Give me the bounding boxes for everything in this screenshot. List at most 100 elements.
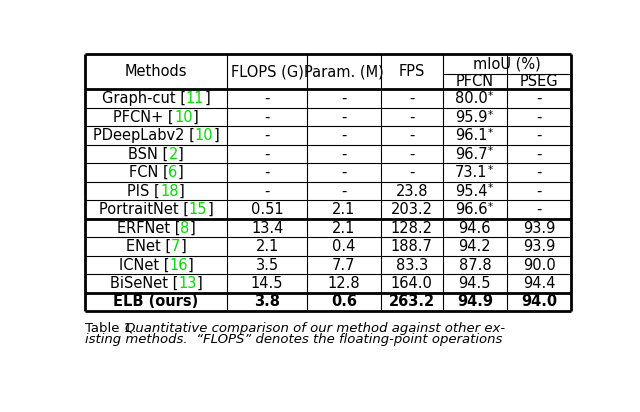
Text: FCN [: FCN [ xyxy=(129,165,168,180)
Text: BSN [: BSN [ xyxy=(128,147,168,162)
Text: 203.2: 203.2 xyxy=(390,202,433,217)
Text: -: - xyxy=(536,184,542,199)
Text: -: - xyxy=(341,165,347,180)
Text: 0.51: 0.51 xyxy=(251,202,284,217)
Text: FPS: FPS xyxy=(399,64,425,79)
Text: 10: 10 xyxy=(174,110,193,125)
Text: ]: ] xyxy=(204,91,210,106)
Text: ]: ] xyxy=(207,202,213,217)
Text: -: - xyxy=(341,128,347,143)
Text: 7.7: 7.7 xyxy=(332,258,356,273)
Text: 23.8: 23.8 xyxy=(396,184,428,199)
Text: ]: ] xyxy=(196,276,202,291)
Text: 2.1: 2.1 xyxy=(255,239,279,254)
Text: *: * xyxy=(488,91,493,101)
Text: 16: 16 xyxy=(169,258,188,273)
Text: ]: ] xyxy=(193,110,198,125)
Text: 93.9: 93.9 xyxy=(523,220,556,236)
Text: -: - xyxy=(341,91,347,106)
Text: *: * xyxy=(488,183,493,193)
Text: ]: ] xyxy=(213,128,219,143)
Text: ]: ] xyxy=(179,184,184,199)
Text: 0.4: 0.4 xyxy=(332,239,356,254)
Text: -: - xyxy=(264,128,270,143)
Text: Param. (M): Param. (M) xyxy=(304,64,384,79)
Text: 94.9: 94.9 xyxy=(457,295,493,309)
Text: PFCN+ [: PFCN+ [ xyxy=(113,110,174,125)
Text: 80.0: 80.0 xyxy=(455,91,488,106)
Text: PIS [: PIS [ xyxy=(127,184,160,199)
Text: Table 1.: Table 1. xyxy=(84,322,136,335)
Text: 18: 18 xyxy=(160,184,179,199)
Text: -: - xyxy=(536,110,542,125)
Text: 3.8: 3.8 xyxy=(254,295,280,309)
Text: PortraitNet [: PortraitNet [ xyxy=(99,202,189,217)
Text: mIoU (%): mIoU (%) xyxy=(473,56,541,72)
Text: 2.1: 2.1 xyxy=(332,202,356,217)
Text: -: - xyxy=(409,110,414,125)
Text: 94.0: 94.0 xyxy=(521,295,557,309)
Text: 7: 7 xyxy=(171,239,180,254)
Text: -: - xyxy=(536,128,542,143)
Text: 2: 2 xyxy=(168,147,178,162)
Text: 13: 13 xyxy=(178,276,196,291)
Text: ]: ] xyxy=(188,258,193,273)
Text: ]: ] xyxy=(177,165,183,180)
Text: 96.6: 96.6 xyxy=(455,202,488,217)
Text: 87.8: 87.8 xyxy=(458,258,491,273)
Text: 93.9: 93.9 xyxy=(523,239,556,254)
Text: 94.2: 94.2 xyxy=(458,239,491,254)
Text: 14.5: 14.5 xyxy=(251,276,284,291)
Text: 94.4: 94.4 xyxy=(523,276,556,291)
Text: 128.2: 128.2 xyxy=(390,220,433,236)
Text: *: * xyxy=(488,202,493,212)
Text: -: - xyxy=(536,202,542,217)
Text: 164.0: 164.0 xyxy=(391,276,433,291)
Text: *: * xyxy=(488,146,493,157)
Text: FLOPS (G): FLOPS (G) xyxy=(231,64,303,79)
Text: ENet [: ENet [ xyxy=(126,239,171,254)
Text: -: - xyxy=(409,165,414,180)
Text: -: - xyxy=(264,165,270,180)
Text: ERFNet [: ERFNet [ xyxy=(116,220,180,236)
Text: Methods: Methods xyxy=(125,64,187,79)
Text: -: - xyxy=(409,147,414,162)
Text: 15: 15 xyxy=(189,202,207,217)
Text: Graph-cut [: Graph-cut [ xyxy=(102,91,186,106)
Text: ICNet [: ICNet [ xyxy=(118,258,169,273)
Text: -: - xyxy=(536,147,542,162)
Text: 73.1: 73.1 xyxy=(455,165,488,180)
Text: 2.1: 2.1 xyxy=(332,220,356,236)
Text: -: - xyxy=(409,91,414,106)
Text: Quantitative comparison of our method against other ex-: Quantitative comparison of our method ag… xyxy=(125,322,505,335)
Text: PDeepLabv2 [: PDeepLabv2 [ xyxy=(93,128,195,143)
Text: 6: 6 xyxy=(168,165,177,180)
Text: -: - xyxy=(264,110,270,125)
Text: 83.3: 83.3 xyxy=(396,258,428,273)
Text: 10: 10 xyxy=(195,128,213,143)
Text: 0.6: 0.6 xyxy=(331,295,357,309)
Text: 12.8: 12.8 xyxy=(328,276,360,291)
Text: 94.6: 94.6 xyxy=(459,220,491,236)
Text: 96.7: 96.7 xyxy=(455,147,488,162)
Text: 8: 8 xyxy=(180,220,189,236)
Text: ]: ] xyxy=(178,147,184,162)
Text: *: * xyxy=(488,165,493,175)
Text: ]: ] xyxy=(180,239,186,254)
Text: BiSeNet [: BiSeNet [ xyxy=(109,276,178,291)
Text: 95.4: 95.4 xyxy=(455,184,488,199)
Text: 263.2: 263.2 xyxy=(388,295,435,309)
Text: 3.5: 3.5 xyxy=(255,258,279,273)
Text: 96.1: 96.1 xyxy=(455,128,488,143)
Text: 13.4: 13.4 xyxy=(251,220,284,236)
Text: 95.9: 95.9 xyxy=(455,110,488,125)
Text: *: * xyxy=(488,128,493,138)
Text: ELB (ours): ELB (ours) xyxy=(113,295,198,309)
Text: 11: 11 xyxy=(186,91,204,106)
Text: PFCN: PFCN xyxy=(456,74,494,89)
Text: 90.0: 90.0 xyxy=(523,258,556,273)
Text: -: - xyxy=(341,184,347,199)
Text: PSEG: PSEG xyxy=(520,74,559,89)
Text: -: - xyxy=(536,165,542,180)
Text: isting methods.  “FLOPS” denotes the floating-point operations: isting methods. “FLOPS” denotes the floa… xyxy=(84,333,502,346)
